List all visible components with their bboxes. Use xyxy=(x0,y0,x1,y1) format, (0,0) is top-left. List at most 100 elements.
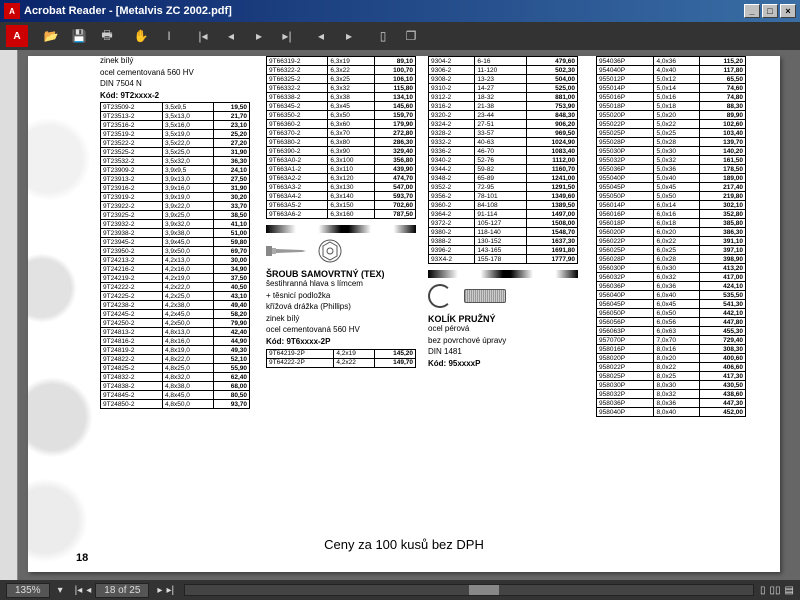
column-3: 9304-26-16479,609306-211-120502,309308-2… xyxy=(428,56,578,370)
table-row: 9T23916-23,9x16,031,90 xyxy=(101,184,250,193)
print-icon[interactable]: 🖶 xyxy=(96,25,118,47)
page: zinek bílý ocel cementovaná 560 HV DIN 7… xyxy=(28,56,780,572)
table-row: 955020P5,0x2089,90 xyxy=(597,111,746,120)
divider-bar xyxy=(266,225,416,233)
layout-icon-2[interactable]: ▯▯ xyxy=(770,585,781,596)
hand-icon[interactable]: ✋ xyxy=(130,25,152,47)
back-icon[interactable]: ◂ xyxy=(310,25,332,47)
table-row: 956056P6,0x56447,80 xyxy=(597,318,746,327)
price-table-2b: 9T64219-2P4,2x19145,209T64222-2P4,2x2214… xyxy=(266,349,416,368)
table-row: 9336-246-701083,40 xyxy=(429,147,578,156)
minimize-button[interactable]: _ xyxy=(744,4,760,18)
close-button[interactable]: × xyxy=(780,4,796,18)
table-row: 956063P6,0x63455,30 xyxy=(597,327,746,336)
prev-page-icon[interactable]: ◂ xyxy=(220,25,242,47)
table-row: 9304-26-16479,60 xyxy=(429,57,578,66)
first-page-icon[interactable]: |◂ xyxy=(192,25,214,47)
spec-line: DIN 7504 N xyxy=(100,79,250,89)
table-row: 9T24238-24,2x38,049,40 xyxy=(101,301,250,310)
table-row: 9T23522-23,5x22,027,20 xyxy=(101,139,250,148)
price-table-2a: 9T66319-26,3x1989,109T66322-26,3x22100,7… xyxy=(266,56,416,219)
table-row: 9308-213-23504,00 xyxy=(429,75,578,84)
table-row: 956022P6,0x22391,10 xyxy=(597,237,746,246)
first-status-icon[interactable]: |◂ xyxy=(75,585,83,596)
product-code: Kód: 9T2xxxx-2 xyxy=(100,91,250,101)
table-row: 9T24825-24,8x25,055,90 xyxy=(101,364,250,373)
copy-icon[interactable]: ❐ xyxy=(400,25,422,47)
table-row: 9T23950-23,9x50,069,70 xyxy=(101,247,250,256)
table-row: 9372-2105-1271508,00 xyxy=(429,219,578,228)
layout-icon[interactable]: ▯ xyxy=(760,585,766,596)
table-row: 9T23532-23,5x32,036,30 xyxy=(101,157,250,166)
table-row: 9T24250-24,2x50,079,90 xyxy=(101,319,250,328)
table-row: 9T64222-2P4,2x22149,70 xyxy=(267,358,416,367)
table-row: 9348-265-891241,00 xyxy=(429,174,578,183)
table-row: 9T66360-26,3x60179,90 xyxy=(267,120,416,129)
page-icon[interactable]: ▯ xyxy=(372,25,394,47)
next-page-icon[interactable]: ▸ xyxy=(248,25,270,47)
table-row: 9306-211-120502,30 xyxy=(429,66,578,75)
table-row: 9T23919-23,9x19,030,20 xyxy=(101,193,250,202)
table-row: 9T24222-24,2x22,040,50 xyxy=(101,283,250,292)
zoom-arrow-icon[interactable]: ▾ xyxy=(58,585,63,596)
table-row: 9310-214-27525,00 xyxy=(429,84,578,93)
table-row: 9360-284-1081389,50 xyxy=(429,201,578,210)
table-row: 956032P6,0x32417,00 xyxy=(597,273,746,282)
toolbar: A 📂 💾 🖶 ✋ I |◂ ◂ ▸ ▸| ◂ ▸ ▯ ❐ xyxy=(0,22,800,50)
forward-icon[interactable]: ▸ xyxy=(338,25,360,47)
table-row: 955045P5,0x45217,40 xyxy=(597,183,746,192)
table-row: 9T24822-24,8x22,052,10 xyxy=(101,355,250,364)
table-row: 9340-252-761112,00 xyxy=(429,156,578,165)
scroll-bar[interactable] xyxy=(184,584,754,596)
title-bar: A Acrobat Reader - [Metalvis ZC 2002.pdf… xyxy=(0,0,800,22)
table-row: 9T66390-26,3x90329,40 xyxy=(267,147,416,156)
table-row: 9T66332-26,3x32115,80 xyxy=(267,84,416,93)
table-row: 955028P5,0x28139,70 xyxy=(597,138,746,147)
spring-icon xyxy=(428,284,452,308)
table-row: 9T23913-23,9x13,027,50 xyxy=(101,175,250,184)
column-2: 9T66319-26,3x1989,109T66322-26,3x22100,7… xyxy=(266,56,416,368)
table-row: 9T24832-24,8x32,062,40 xyxy=(101,373,250,382)
spec-line: šestihranná hlava s límcem xyxy=(266,279,416,289)
table-row: 9T24219-24,2x19,037,50 xyxy=(101,274,250,283)
page-status[interactable]: 18 of 25 xyxy=(95,583,149,598)
table-row: 956036P6,0x36424,10 xyxy=(597,282,746,291)
table-row: 954040P4,0x40117,80 xyxy=(597,66,746,75)
table-row: 9T23513-23,5x13,021,70 xyxy=(101,112,250,121)
next-status-icon[interactable]: ▸ xyxy=(157,585,162,596)
spec-line: zinek bílý xyxy=(100,56,250,66)
table-row: 955030P5,0x30140,20 xyxy=(597,147,746,156)
layout-icon-3[interactable]: ▤ xyxy=(785,585,794,596)
table-row: 9T23516-23,5x16,023,10 xyxy=(101,121,250,130)
prev-status-icon[interactable]: ◂ xyxy=(86,585,91,596)
pin-illustration xyxy=(428,284,578,308)
price-table-3: 9304-26-16479,609306-211-120502,309308-2… xyxy=(428,56,578,264)
table-row: 957070P7,0x70729,40 xyxy=(597,336,746,345)
maximize-button[interactable]: □ xyxy=(762,4,778,18)
table-row: 9T663A5-26,3x150702,60 xyxy=(267,201,416,210)
nav-strip[interactable] xyxy=(0,50,18,580)
table-row: 9T23519-23,5x19,025,20 xyxy=(101,130,250,139)
spec-line: ocel cementovaná 560 HV xyxy=(100,68,250,78)
spec-line: + těsnicí podložka xyxy=(266,291,416,301)
product-heading: KOLÍK PRUŽNÝ xyxy=(428,314,578,324)
table-row: 955040P5,0x40189,00 xyxy=(597,174,746,183)
table-row: 9380-2118-1401548,70 xyxy=(429,228,578,237)
price-table-4: 954036P4,0x36115,20954040P4,0x40117,80 95… xyxy=(596,56,746,417)
table-row: 9T24213-24,2x13,030,00 xyxy=(101,256,250,265)
table-row: 9388-2130-1521637,30 xyxy=(429,237,578,246)
table-row: 9316-221-38753,90 xyxy=(429,102,578,111)
table-row: 956016P6,0x16352,80 xyxy=(597,210,746,219)
zoom-icon[interactable]: I xyxy=(158,25,180,47)
table-row: 955050P5,0x50219,80 xyxy=(597,192,746,201)
open-icon[interactable]: 📂 xyxy=(40,25,62,47)
table-row: 958036P8,0x36447,30 xyxy=(597,399,746,408)
table-row: 954036P4,0x36115,20 xyxy=(597,57,746,66)
table-row: 9352-272-951291,50 xyxy=(429,183,578,192)
save-icon[interactable]: 💾 xyxy=(68,25,90,47)
last-page-icon[interactable]: ▸| xyxy=(276,25,298,47)
window-title: Acrobat Reader - [Metalvis ZC 2002.pdf] xyxy=(24,5,232,17)
zoom-status[interactable]: 135% xyxy=(6,583,50,598)
last-status-icon[interactable]: ▸| xyxy=(166,585,174,596)
page-number: 18 xyxy=(76,552,88,564)
